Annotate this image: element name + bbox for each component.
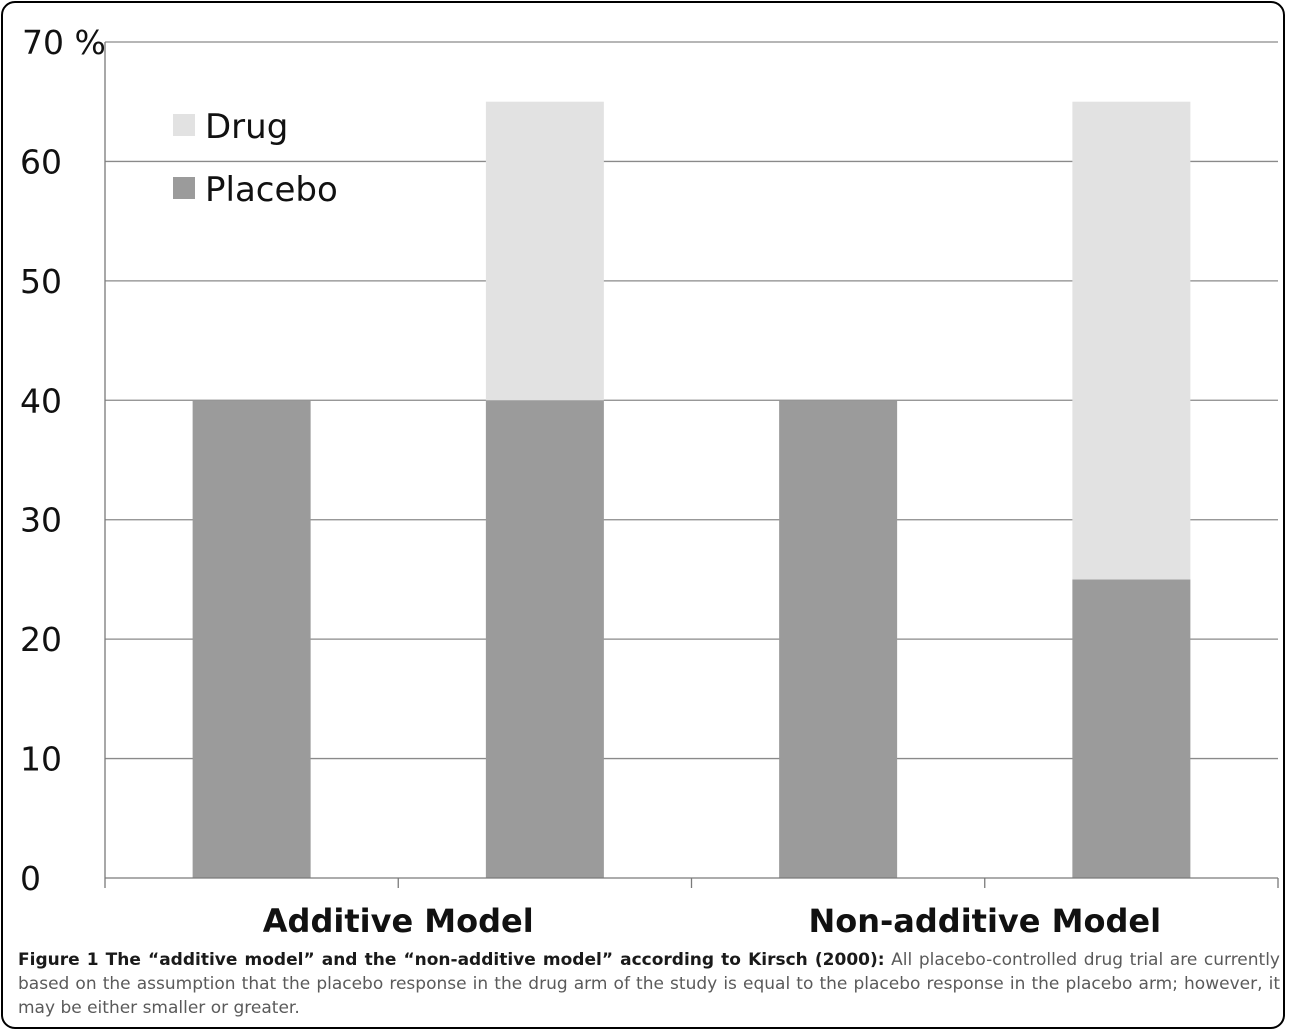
legend-swatch-placebo (173, 177, 195, 199)
bar-placebo (779, 400, 898, 878)
category-label: Non-additive Model (808, 902, 1161, 940)
legend-label-drug: Drug (205, 107, 288, 147)
category-labels: Additive Model Non-additive Model (263, 902, 1161, 940)
y-tick-label: 50 (20, 262, 62, 301)
bar-placebo (1072, 579, 1191, 878)
bar-placebo (192, 400, 311, 878)
legend-swatch-drug (173, 114, 195, 136)
category-label: Additive Model (263, 902, 534, 940)
y-tick-labels: 0 10 20 30 40 50 60 70 % (20, 23, 106, 898)
y-tick-label: 30 (20, 501, 62, 540)
stacked-bar-chart: 0 10 20 30 40 50 60 70 % Additive Model Non-addi… (20, 23, 1279, 940)
bar-placebo (485, 400, 604, 878)
bar-drug (1072, 101, 1191, 580)
bar-drug (485, 101, 604, 401)
caption-text: All placebo-controlled drug trial are cu… (18, 950, 1280, 1018)
caption-label: Figure 1 The “additive model” and the “n… (18, 950, 885, 970)
y-tick-label: 10 (20, 740, 62, 779)
y-tick-label: 0 (20, 859, 41, 898)
legend: Drug Placebo (173, 107, 338, 210)
y-tick-label: 60 (20, 142, 62, 181)
axes (104, 42, 1279, 888)
y-tick-label: 40 (20, 381, 62, 420)
bars (192, 101, 1191, 878)
y-tick-label: 20 (20, 620, 62, 659)
y-tick-label: 70 % (22, 23, 106, 62)
legend-label-placebo: Placebo (205, 170, 338, 210)
figure-caption: Figure 1 The “additive model” and the “n… (18, 948, 1280, 1020)
